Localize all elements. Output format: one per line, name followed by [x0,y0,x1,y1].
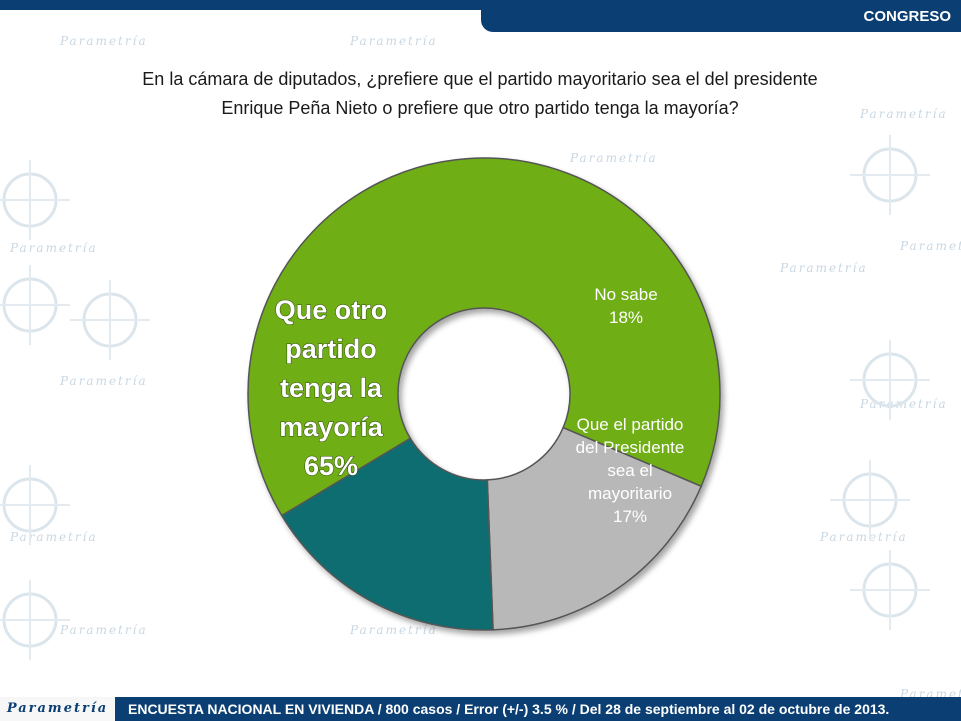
donut-labels: Que otro partido tenga la mayoría 65% No sabe… [274,285,685,526]
watermark-text-11: Parametría [349,623,438,637]
slice-label-1-line-0: No sabe [594,285,657,304]
slice-label-2: Que el partido del Presidente sea el mayori… [576,415,685,526]
question-title: En la cámara de diputados, ¿prefiere que… [100,65,860,123]
slice-label-0: Que otro partido tenga la mayoría 65% [275,295,388,481]
question-line-2: Enrique Peña Nieto o prefiere que otro p… [221,98,739,118]
section-label: CONGRESO [863,8,951,25]
watermark-text-6: Parametría [59,374,148,388]
slice-label-1-line-1: 18% [609,308,643,327]
watermark-text-4: Parametría [569,151,658,165]
question-line-1: En la cámara de diputados, ¿prefiere que… [142,69,818,89]
survey-note: ENCUESTA NACIONAL EN VIVIENDA / 800 caso… [128,701,890,717]
donut-slice-1 [486,426,703,631]
donut-slice-2 [280,437,494,631]
watermark-text-12: Parametría [899,239,961,253]
watermark-text-9: Parametría [819,530,908,544]
watermark-text-3: Parametría [9,241,98,255]
watermark-text-2: Parametría [859,107,948,121]
slice-label-1: No sabe 18% [594,285,657,327]
slice-label-0-line-4: 65% [304,451,358,481]
watermark-text-1: Parametría [349,34,438,48]
donut-slice-0 [247,157,721,517]
watermark-text-10: Parametría [59,623,148,637]
section-tab: CONGRESO [481,0,961,32]
donut-slices [247,157,721,631]
slice-label-0-line-1: partido [285,334,377,364]
slice-label-0-line-2: tenga la [280,373,383,403]
footer-bar: Parametría ENCUESTA NACIONAL EN VIVIENDA… [0,697,961,721]
top-bar [0,0,961,10]
watermark-text-5: Parametría [779,261,868,275]
slice-label-2-line-2: sea el [607,461,652,480]
slice-label-2-line-1: del Presidente [576,438,685,457]
slice-label-2-line-3: mayoritario [588,484,672,503]
footer-logo: Parametría [0,697,118,721]
slice-label-0-line-0: Que otro [275,295,388,325]
watermark-text-0: Parametría [59,34,148,48]
slice-label-0-line-3: mayoría [279,412,384,442]
slice-label-2-line-4: 17% [613,507,647,526]
slice-label-2-line-0: Que el partido [577,415,684,434]
